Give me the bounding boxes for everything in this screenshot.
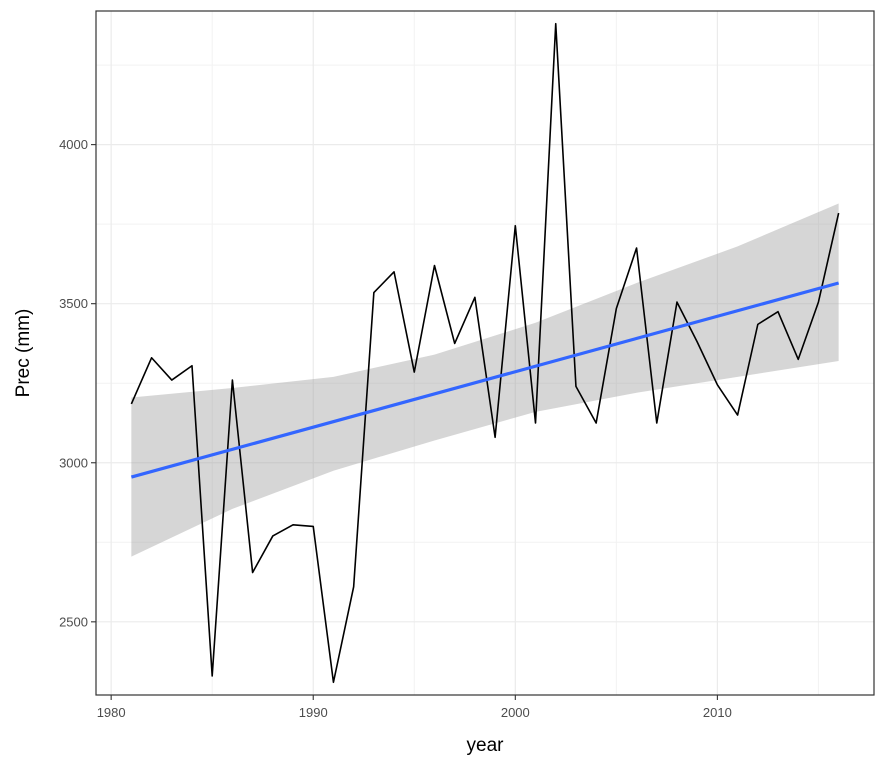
data-point: [737, 414, 739, 416]
data-point: [535, 422, 537, 424]
data-point: [515, 225, 517, 227]
data-point: [616, 308, 618, 310]
data-point: [434, 265, 436, 267]
data-point: [252, 572, 254, 574]
x-tick-label: 2000: [501, 705, 530, 720]
data-series: [130, 22, 840, 684]
data-point: [595, 422, 597, 424]
data-point: [373, 292, 375, 294]
data-point: [696, 341, 698, 343]
data-point: [757, 324, 759, 326]
data-point: [413, 371, 415, 373]
data-point: [171, 379, 173, 381]
x-axis: 1980 1990 2000 2010: [97, 695, 732, 720]
data-point: [272, 535, 274, 537]
data-point: [575, 386, 577, 388]
y-tick-label: 4000: [59, 137, 88, 152]
y-axis: 2500 3000 3500 4000: [59, 137, 96, 629]
y-tick-label: 3000: [59, 455, 88, 470]
data-point: [393, 271, 395, 273]
series-line: [130, 22, 840, 684]
data-point: [312, 526, 314, 528]
x-tick-label: 1980: [97, 705, 126, 720]
data-point: [797, 359, 799, 361]
data-point: [474, 297, 476, 299]
data-point: [454, 343, 456, 345]
data-point: [777, 311, 779, 313]
data-point: [636, 247, 638, 249]
data-point: [131, 403, 133, 405]
data-point: [656, 422, 658, 424]
panel-border: [95, 10, 875, 696]
data-point: [211, 675, 213, 677]
trend-line: [130, 281, 840, 479]
major-gridlines: [96, 11, 874, 695]
y-tick-label: 2500: [59, 614, 88, 629]
data-point: [838, 212, 840, 214]
data-point: [353, 586, 355, 588]
data-point: [555, 23, 557, 25]
data-point: [717, 384, 719, 386]
data-point: [818, 301, 820, 303]
x-axis-title: year: [467, 735, 505, 756]
y-tick-label: 3500: [59, 296, 88, 311]
minor-gridlines: [96, 11, 874, 695]
data-point: [494, 437, 496, 439]
data-point: [676, 301, 678, 303]
data-point: [232, 379, 234, 381]
data-point: [292, 524, 294, 526]
data-point: [191, 365, 193, 367]
y-axis-title: Prec (mm): [13, 309, 34, 398]
data-point: [151, 357, 153, 359]
x-tick-label: 2010: [703, 705, 732, 720]
data-point: [333, 681, 335, 683]
x-tick-label: 1990: [299, 705, 328, 720]
